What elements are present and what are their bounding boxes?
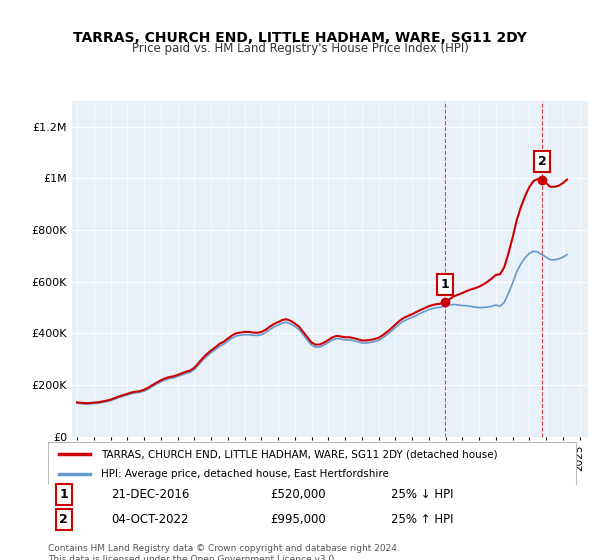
Text: 1: 1 xyxy=(59,488,68,501)
Text: 21-DEC-2016: 21-DEC-2016 xyxy=(112,488,190,501)
Text: £995,000: £995,000 xyxy=(270,513,326,526)
Text: TARRAS, CHURCH END, LITTLE HADHAM, WARE, SG11 2DY: TARRAS, CHURCH END, LITTLE HADHAM, WARE,… xyxy=(73,31,527,45)
Text: £520,000: £520,000 xyxy=(270,488,325,501)
Text: TARRAS, CHURCH END, LITTLE HADHAM, WARE, SG11 2DY (detached house): TARRAS, CHURCH END, LITTLE HADHAM, WARE,… xyxy=(101,449,497,459)
Text: 2: 2 xyxy=(59,513,68,526)
Text: 04-OCT-2022: 04-OCT-2022 xyxy=(112,513,189,526)
Text: Contains HM Land Registry data © Crown copyright and database right 2024.
This d: Contains HM Land Registry data © Crown c… xyxy=(48,544,400,560)
Text: 25% ↓ HPI: 25% ↓ HPI xyxy=(391,488,454,501)
Text: 2: 2 xyxy=(538,155,547,168)
Text: HPI: Average price, detached house, East Hertfordshire: HPI: Average price, detached house, East… xyxy=(101,469,389,479)
Text: 1: 1 xyxy=(441,278,449,291)
Text: Price paid vs. HM Land Registry's House Price Index (HPI): Price paid vs. HM Land Registry's House … xyxy=(131,42,469,55)
Text: 25% ↑ HPI: 25% ↑ HPI xyxy=(391,513,454,526)
